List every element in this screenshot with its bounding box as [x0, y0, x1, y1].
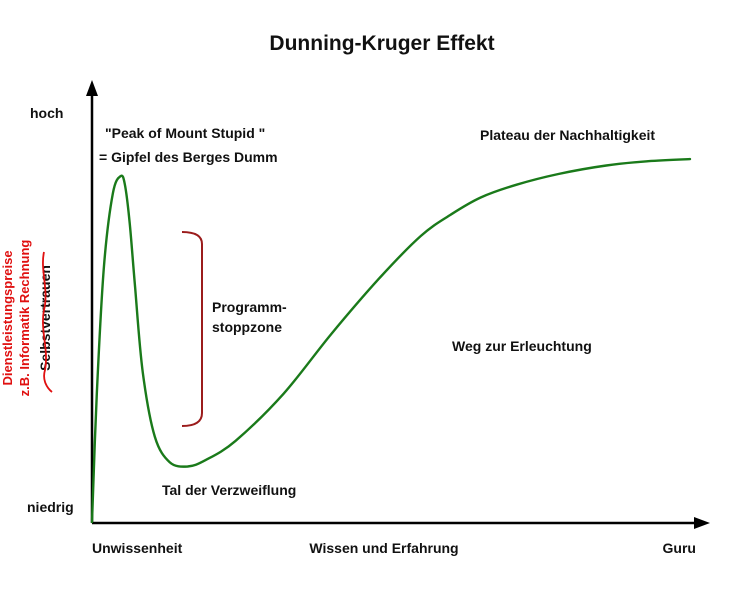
stop-zone-bracket [181, 231, 203, 427]
peak-label: "Peak of Mount Stupid " [105, 125, 265, 141]
x-axis-label: Wissen und Erfahrung [309, 540, 458, 556]
valley-label: Tal der Verzweiflung [162, 482, 296, 498]
y-axis-label-replacement-2: z.B. Informatik Rechnung [17, 240, 32, 397]
x-axis-arrow [694, 517, 710, 529]
strike-through-mark [42, 251, 53, 393]
x-start-label: Unwissenheit [92, 540, 183, 556]
slope-label: Weg zur Erleuchtung [452, 338, 592, 354]
stop-zone-label-1: Programm- [212, 299, 287, 315]
chart-title: Dunning-Kruger Effekt [269, 32, 494, 55]
peak-translation-label: = Gipfel des Berges Dumm [99, 149, 278, 165]
y-axis-arrow [86, 80, 98, 96]
stop-zone-label-2: stoppzone [212, 319, 282, 335]
y-axis-label-replacement-1: Dienstleistungspreise [0, 250, 15, 385]
y-top-label: hoch [30, 105, 63, 121]
x-end-label: Guru [663, 540, 696, 556]
y-axis-label-struck: Selbstvertrauen [37, 265, 53, 371]
y-bottom-label: niedrig [27, 499, 74, 515]
confidence-curve [90, 157, 692, 524]
plateau-label: Plateau der Nachhaltigkeit [480, 127, 655, 143]
